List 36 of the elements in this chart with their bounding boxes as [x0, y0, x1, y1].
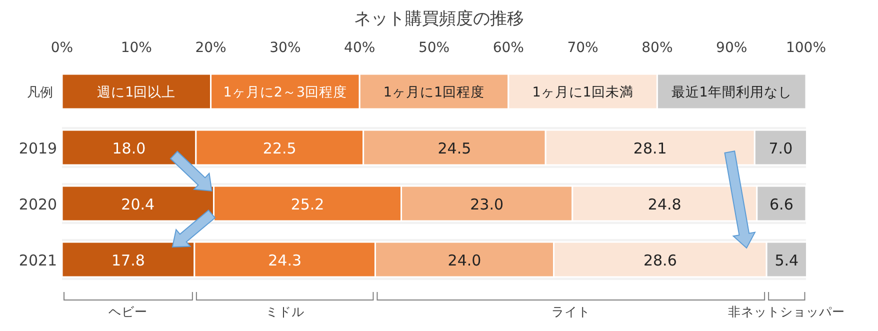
data-label: 24.5: [438, 140, 472, 158]
x-tick-label: 100%: [786, 40, 826, 56]
x-tick-label: 10%: [120, 40, 152, 56]
x-tick-label: 50%: [418, 40, 450, 56]
x-tick-label: 60%: [492, 40, 524, 56]
data-label: 7.0: [768, 140, 793, 158]
y-tick-label: 2021: [18, 252, 58, 270]
x-tick-label: 30%: [270, 40, 301, 56]
text: ヘビー: [108, 304, 148, 319]
data-label: 5.4: [774, 252, 799, 270]
data-label: 18.0: [112, 140, 146, 158]
data-label: 25.2: [290, 196, 324, 214]
x-tick-label: 20%: [195, 40, 226, 56]
data-label: 22.5: [262, 140, 296, 158]
x-tick-label: 80%: [642, 40, 673, 56]
data-label: 20.4: [121, 196, 155, 214]
data-label: 24.8: [648, 196, 682, 214]
y-tick-label: 2019: [18, 140, 58, 158]
x-tick-label: 40%: [344, 40, 376, 56]
chart-title: ネット購買頻度の推移: [354, 9, 524, 29]
data-label: 28.1: [633, 140, 667, 158]
x-tick-label: 0%: [50, 40, 74, 56]
text: ミドル: [265, 304, 304, 319]
data-label: 17.8: [112, 252, 145, 270]
data-label: 6.6: [770, 196, 794, 214]
text: 非ネットショッパー: [728, 304, 846, 319]
legend-title: 凡例: [27, 86, 53, 100]
y-tick-label: 2020: [18, 196, 58, 214]
data-label: 24.0: [448, 252, 482, 270]
data-label: 24.3: [268, 252, 302, 270]
x-tick-label: 90%: [716, 40, 748, 56]
legend: 凡例 週に1回以上 1ヶ月に2～3回程度 1ヶ月に1回程度 1ヶ月に1回未満 最近1年間利用なし: [27, 73, 807, 110]
data-label: 28.6: [643, 252, 677, 270]
x-tick-label: 70%: [567, 40, 598, 56]
data-label: 23.0: [470, 196, 504, 214]
text: ライト: [551, 304, 590, 319]
